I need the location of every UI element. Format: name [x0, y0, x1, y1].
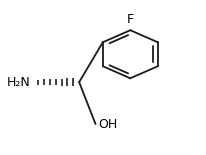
Text: H₂N: H₂N [6, 76, 30, 89]
Text: F: F [127, 13, 134, 26]
Text: OH: OH [98, 118, 117, 131]
